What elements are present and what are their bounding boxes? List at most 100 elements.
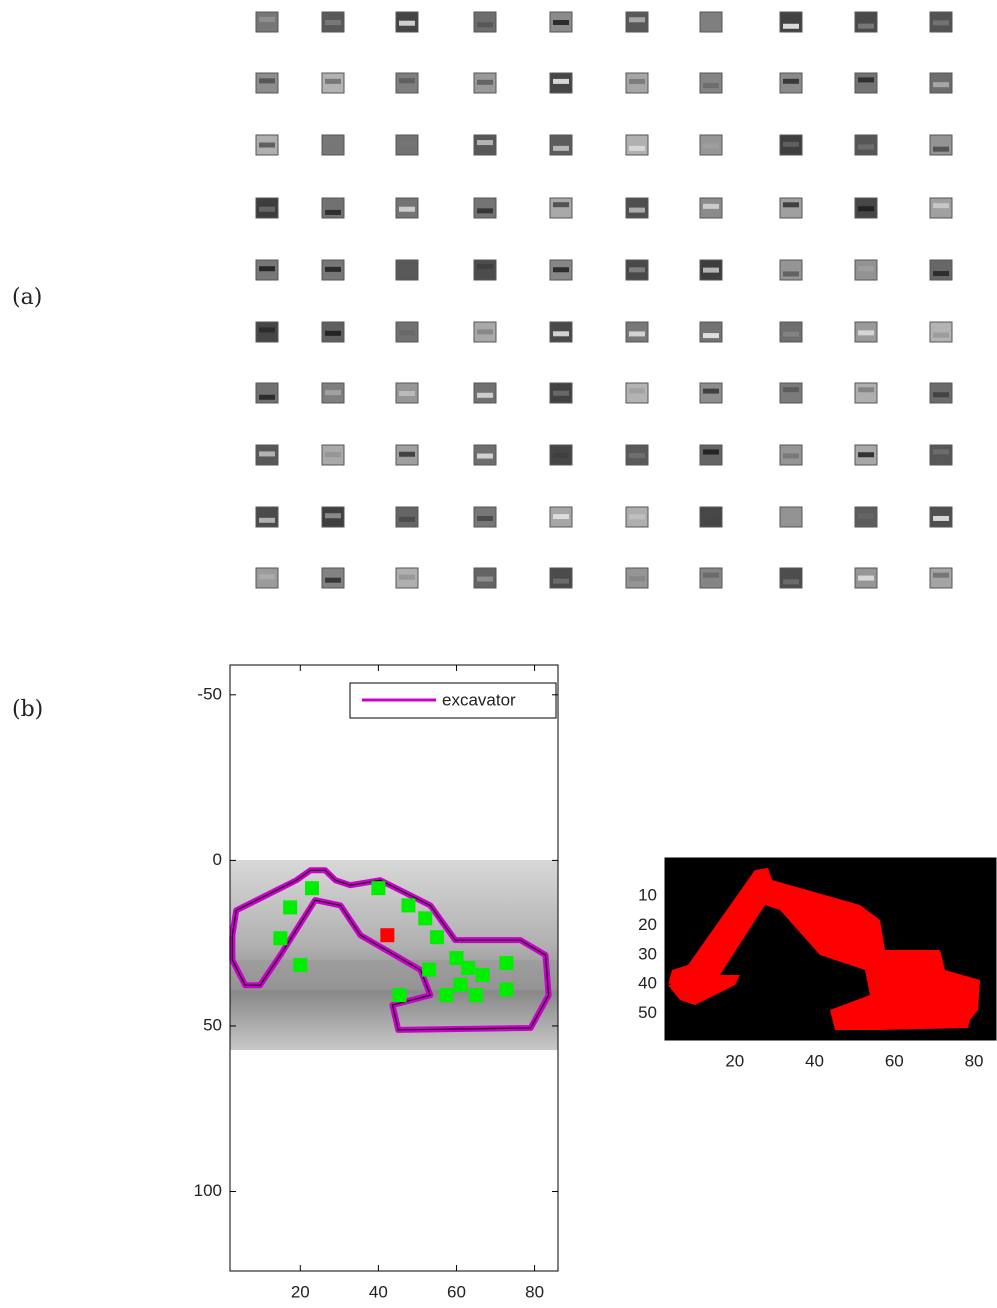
x-tick-label: 20 <box>725 1051 744 1070</box>
patch-detail <box>325 390 341 395</box>
patch-detail <box>783 579 799 584</box>
patch-detail <box>703 143 719 148</box>
patch <box>474 260 496 280</box>
patch <box>550 198 572 218</box>
patch-detail <box>933 20 949 25</box>
patch-detail <box>783 79 799 84</box>
patch-detail <box>259 207 275 212</box>
patch-detail <box>933 392 949 397</box>
patch-detail <box>703 449 719 454</box>
y-tick-label: 50 <box>638 1003 657 1022</box>
patch-detail <box>325 146 341 151</box>
marker <box>430 930 444 944</box>
patch-detail <box>325 513 341 518</box>
patch-detail <box>325 20 341 25</box>
patch <box>700 73 722 93</box>
patch-detail <box>933 516 949 521</box>
patch-detail <box>629 267 645 272</box>
patch <box>930 568 952 588</box>
patch-detail <box>399 207 415 212</box>
patch-detail <box>629 388 645 393</box>
patch-detail <box>259 327 275 332</box>
patch-detail <box>629 576 645 581</box>
marker <box>469 988 483 1002</box>
patch-detail <box>477 454 493 459</box>
patch-detail <box>477 329 493 334</box>
patch <box>626 135 648 155</box>
figure: (a) (b) excavator20406080-50050100204060… <box>0 0 997 1303</box>
patch <box>780 198 802 218</box>
patch-detail <box>477 208 493 213</box>
patch-detail <box>399 21 415 26</box>
patch <box>550 135 572 155</box>
y-tick-label: 0 <box>213 850 222 869</box>
patch-detail <box>783 387 799 392</box>
patch-detail <box>325 331 341 336</box>
patch <box>855 12 877 32</box>
patch-detail <box>553 79 569 84</box>
patch-detail <box>783 519 799 524</box>
x-tick-label: 80 <box>525 1282 544 1301</box>
patch-detail <box>783 453 799 458</box>
patch-detail <box>553 20 569 25</box>
patch <box>700 568 722 588</box>
patch <box>855 383 877 403</box>
patch-detail <box>629 331 645 336</box>
patch-detail <box>477 80 493 85</box>
patch-detail <box>477 140 493 145</box>
patch-detail <box>399 141 415 146</box>
patch <box>256 12 278 32</box>
patch-detail <box>703 17 719 22</box>
patch-detail <box>399 78 415 83</box>
patch <box>474 12 496 32</box>
patch-detail <box>858 206 874 211</box>
marker <box>499 983 513 997</box>
patch <box>700 445 722 465</box>
x-tick-label: 60 <box>885 1051 904 1070</box>
patch-detail <box>259 574 275 579</box>
patch <box>780 260 802 280</box>
y-tick-label: 10 <box>638 886 657 905</box>
marker <box>418 911 432 925</box>
patch-detail <box>933 147 949 152</box>
patch-detail <box>783 142 799 147</box>
patch-detail <box>858 576 874 581</box>
patch <box>930 135 952 155</box>
patch-detail <box>858 387 874 392</box>
patch-detail <box>783 24 799 29</box>
patch <box>780 12 802 32</box>
patch-detail <box>399 391 415 396</box>
y-tick-label: 50 <box>203 1015 222 1034</box>
patch-detail <box>477 264 493 269</box>
patch-detail <box>703 83 719 88</box>
patch-detail <box>783 332 799 337</box>
patch-detail <box>399 452 415 457</box>
x-tick-label: 40 <box>805 1051 824 1070</box>
patch-detail <box>858 452 874 457</box>
patch-detail <box>259 395 275 400</box>
marker <box>283 900 297 914</box>
patch-grid <box>256 12 952 588</box>
patch-detail <box>399 330 415 335</box>
patch <box>256 507 278 527</box>
patch-detail <box>933 203 949 208</box>
patch-detail <box>553 146 569 151</box>
marker <box>305 881 319 895</box>
patch-detail <box>477 577 493 582</box>
patch-detail <box>703 389 719 394</box>
patch <box>930 322 952 342</box>
patch-detail <box>325 210 341 215</box>
patch <box>474 198 496 218</box>
patch-detail <box>477 22 493 27</box>
patch <box>780 568 802 588</box>
legend-label: excavator <box>442 690 516 709</box>
marker <box>499 956 513 970</box>
patch <box>780 507 802 527</box>
patch-detail <box>629 453 645 458</box>
x-tick-label: 80 <box>965 1051 984 1070</box>
marker <box>371 881 385 895</box>
patch <box>550 568 572 588</box>
marker <box>293 958 307 972</box>
patch-detail <box>553 267 569 272</box>
page: (a) (b) excavator20406080-50050100204060… <box>0 0 997 1303</box>
